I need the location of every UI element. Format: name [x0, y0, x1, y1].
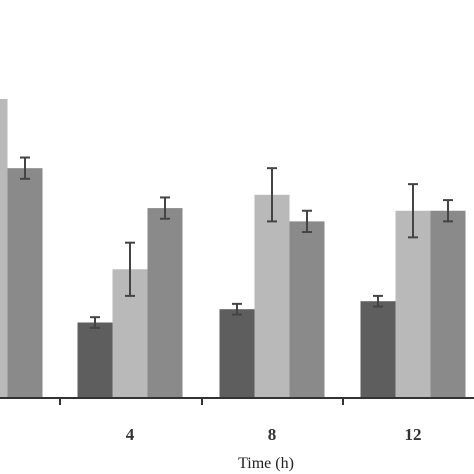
bar: [360, 301, 396, 397]
bar: [289, 221, 325, 397]
x-tick-label: 12: [405, 425, 422, 444]
bar: [0, 99, 8, 397]
bars-layer: [0, 99, 466, 397]
bar: [395, 210, 431, 397]
bar: [7, 168, 43, 397]
x-tick-label: 8: [268, 425, 277, 444]
x-tick-label: 4: [126, 425, 135, 444]
bar: [147, 208, 183, 397]
x-axis-label: Time (h): [238, 455, 294, 472]
bar: [254, 194, 290, 397]
error-bars-layer: [20, 156, 453, 329]
x-ticks-layer: 4 8 12: [59, 398, 422, 444]
bar: [219, 309, 255, 397]
bar: [77, 322, 113, 397]
bar: [430, 210, 466, 397]
